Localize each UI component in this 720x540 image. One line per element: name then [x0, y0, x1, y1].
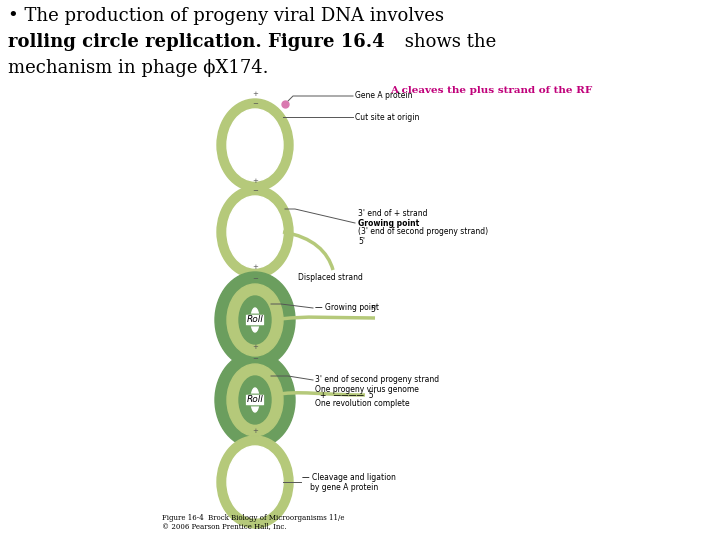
Text: −: −	[252, 276, 258, 282]
Text: shows the: shows the	[399, 33, 496, 51]
Text: Figure 16-4  Brock Biology of Microorganisms 11/e: Figure 16-4 Brock Biology of Microorgani…	[162, 514, 344, 522]
Text: rolling circle replication. Figure 16.4: rolling circle replication. Figure 16.4	[8, 33, 384, 51]
Ellipse shape	[239, 296, 271, 344]
Ellipse shape	[251, 308, 259, 332]
Ellipse shape	[217, 99, 293, 191]
Text: +: +	[252, 91, 258, 97]
Text: 3' end of + strand: 3' end of + strand	[358, 210, 428, 219]
Text: +: +	[252, 264, 258, 270]
Text: +: +	[252, 428, 258, 434]
Text: +: +	[252, 178, 258, 184]
Text: by gene A protein: by gene A protein	[310, 483, 378, 492]
Ellipse shape	[227, 284, 283, 356]
Text: Growing point: Growing point	[358, 219, 419, 227]
Text: +   ————  5': + ———— 5'	[320, 390, 376, 400]
Text: 3' end of second progeny strand: 3' end of second progeny strand	[315, 375, 439, 384]
Text: Displaced strand: Displaced strand	[298, 273, 363, 281]
Ellipse shape	[227, 364, 283, 436]
Text: −: −	[252, 101, 258, 107]
Ellipse shape	[227, 196, 283, 268]
Text: mechanism in phage ϕX174.: mechanism in phage ϕX174.	[8, 59, 269, 77]
Text: © 2006 Pearson Prentice Hall, Inc.: © 2006 Pearson Prentice Hall, Inc.	[162, 522, 287, 530]
Ellipse shape	[239, 376, 271, 424]
Text: Cut site at origin: Cut site at origin	[355, 112, 419, 122]
Ellipse shape	[215, 272, 295, 368]
Ellipse shape	[227, 446, 283, 518]
Text: −: −	[252, 188, 258, 194]
Text: 5': 5'	[370, 306, 377, 314]
Ellipse shape	[215, 352, 295, 448]
Ellipse shape	[251, 388, 259, 412]
Text: Roll: Roll	[247, 395, 264, 404]
Ellipse shape	[227, 109, 283, 181]
Text: −: −	[252, 356, 258, 362]
Text: 5': 5'	[358, 237, 365, 246]
Text: (3' end of second progeny strand): (3' end of second progeny strand)	[358, 227, 488, 237]
Text: A cleaves the plus strand of the RF: A cleaves the plus strand of the RF	[390, 86, 593, 95]
Ellipse shape	[217, 436, 293, 528]
Text: Roll: Roll	[247, 315, 264, 325]
Text: Gene A protein: Gene A protein	[355, 91, 413, 100]
Text: — Cleavage and ligation: — Cleavage and ligation	[302, 472, 396, 482]
Text: — Growing point: — Growing point	[315, 303, 379, 313]
Text: • The production of progeny viral DNA involves: • The production of progeny viral DNA in…	[8, 7, 444, 25]
Text: +: +	[252, 344, 258, 350]
Text: One progeny virus genome: One progeny virus genome	[315, 384, 419, 394]
Text: One revolution complete: One revolution complete	[315, 400, 410, 408]
Ellipse shape	[217, 186, 293, 278]
